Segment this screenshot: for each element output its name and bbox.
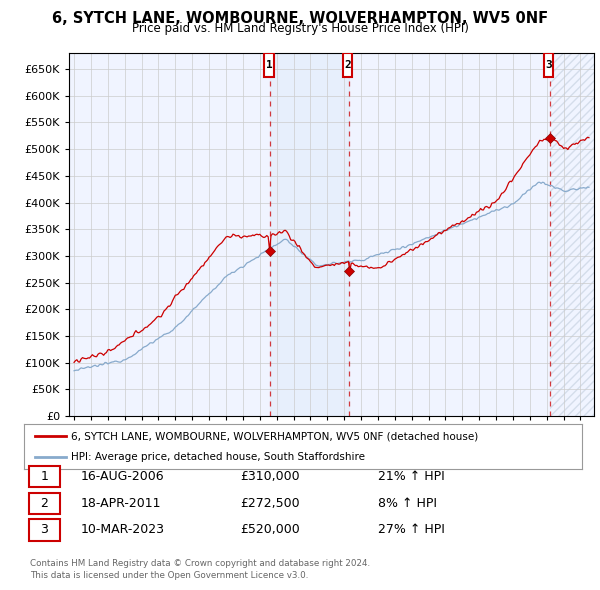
Bar <box>550 53 594 416</box>
Text: 6, SYTCH LANE, WOMBOURNE, WOLVERHAMPTON, WV5 0NF (detached house): 6, SYTCH LANE, WOMBOURNE, WOLVERHAMPTON,… <box>71 431 479 441</box>
Text: 6, SYTCH LANE, WOMBOURNE, WOLVERHAMPTON, WV5 0NF: 6, SYTCH LANE, WOMBOURNE, WOLVERHAMPTON,… <box>52 11 548 25</box>
Text: £310,000: £310,000 <box>240 470 299 483</box>
Bar <box>550 53 594 416</box>
Text: Price paid vs. HM Land Registry's House Price Index (HPI): Price paid vs. HM Land Registry's House … <box>131 22 469 35</box>
Text: 1: 1 <box>40 470 49 483</box>
Text: £272,500: £272,500 <box>240 497 299 510</box>
Text: 16-AUG-2006: 16-AUG-2006 <box>81 470 164 483</box>
Text: HPI: Average price, detached house, South Staffordshire: HPI: Average price, detached house, Sout… <box>71 452 365 462</box>
Text: Contains HM Land Registry data © Crown copyright and database right 2024.: Contains HM Land Registry data © Crown c… <box>30 559 370 568</box>
Text: 1: 1 <box>266 60 272 70</box>
FancyBboxPatch shape <box>343 53 352 77</box>
Text: This data is licensed under the Open Government Licence v3.0.: This data is licensed under the Open Gov… <box>30 571 308 580</box>
Text: 10-MAR-2023: 10-MAR-2023 <box>81 523 165 536</box>
Text: 27% ↑ HPI: 27% ↑ HPI <box>378 523 445 536</box>
Text: 2: 2 <box>344 60 351 70</box>
FancyBboxPatch shape <box>265 53 274 77</box>
FancyBboxPatch shape <box>544 53 553 77</box>
Text: £520,000: £520,000 <box>240 523 300 536</box>
Text: 3: 3 <box>40 523 49 536</box>
Text: 8% ↑ HPI: 8% ↑ HPI <box>378 497 437 510</box>
Text: 3: 3 <box>545 60 552 70</box>
Text: 18-APR-2011: 18-APR-2011 <box>81 497 161 510</box>
Text: 21% ↑ HPI: 21% ↑ HPI <box>378 470 445 483</box>
Bar <box>271 53 349 416</box>
Text: 2: 2 <box>40 497 49 510</box>
